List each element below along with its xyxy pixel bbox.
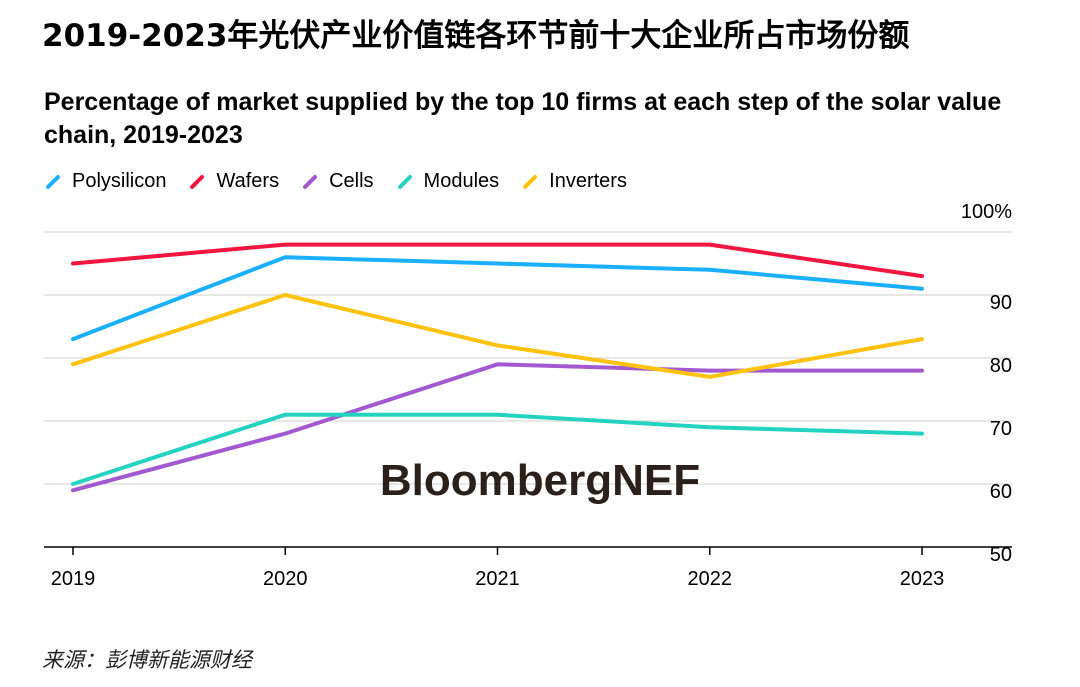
legend-swatch xyxy=(45,173,61,190)
x-tick-label: 2021 xyxy=(475,568,520,590)
x-tick-label: 2023 xyxy=(900,568,945,590)
series-line-cells xyxy=(71,362,924,493)
legend-item-modules: Modules xyxy=(396,170,500,193)
x-tick-label: 2020 xyxy=(263,568,308,590)
y-tick-label: 100% xyxy=(961,201,1012,223)
legend-item-polysilicon: Polysilicon xyxy=(44,170,166,193)
legend-label: Polysilicon xyxy=(72,170,167,192)
legend-label: Cells xyxy=(329,170,374,192)
legend-swatch xyxy=(396,173,413,190)
legend-label: Modules xyxy=(423,170,500,192)
y-tick-label: 60 xyxy=(990,481,1012,503)
series-line-wafers xyxy=(71,242,924,279)
series-line-modules xyxy=(71,412,924,486)
legend-swatch xyxy=(522,173,538,190)
chart-title: Percentage of market supplied by the top… xyxy=(44,88,1002,149)
series-line-polysilicon xyxy=(71,255,924,342)
chart-legend: Polysilicon Wafers Cells Modules Inverters xyxy=(44,170,649,193)
legend-item-wafers: Wafers xyxy=(188,170,279,193)
y-tick-label: 70 xyxy=(990,418,1012,440)
x-tick-label: 2022 xyxy=(688,568,733,590)
y-tick-label: 50 xyxy=(990,544,1012,566)
watermark-logo: BloombergNEF xyxy=(380,456,700,505)
line-chart: 50 60 70 80 90 100% 2019 2020 2021 2022 2023 Bloomb… xyxy=(44,201,1012,590)
legend-swatch xyxy=(302,173,318,190)
legend-label: Wafers xyxy=(216,170,280,192)
y-tick-label: 80 xyxy=(990,355,1012,377)
legend-item-inverters: Inverters xyxy=(521,170,627,193)
series-line-inverters xyxy=(71,293,924,379)
legend-swatch xyxy=(189,173,206,190)
x-tick-label: 2019 xyxy=(51,568,96,590)
y-tick-label: 90 xyxy=(990,292,1012,314)
legend-item-cells: Cells xyxy=(301,170,374,193)
source-note: 来源：彭博新能源财经 xyxy=(42,648,252,672)
chinese-title: 2019-2023年光伏产业价值链各环节前十大企业所占市场份额 xyxy=(42,18,910,54)
legend-label: Inverters xyxy=(549,170,627,192)
